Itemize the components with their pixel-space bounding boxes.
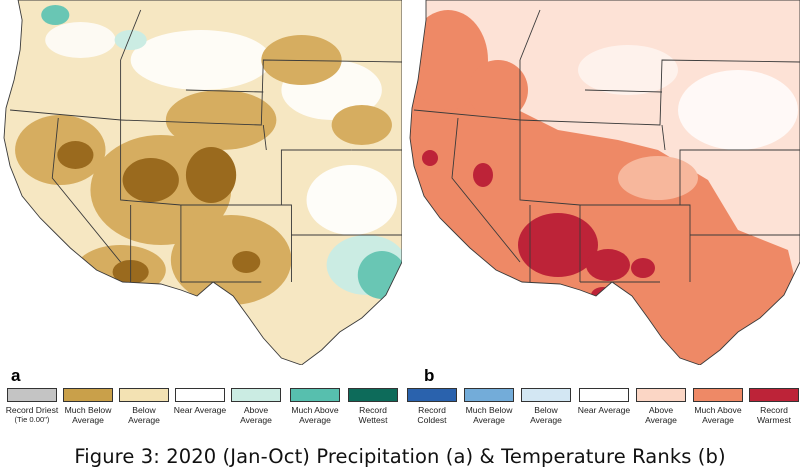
temp-much-above-area: [410, 10, 488, 110]
precip-dark-core: [57, 141, 94, 169]
precip-much-below-patch: [261, 35, 342, 85]
legend-swatch: [348, 388, 398, 402]
temp-near-average-patch: [578, 45, 678, 95]
legend-swatch: [464, 388, 514, 402]
legend-swatch: [579, 388, 629, 402]
precip-dark-core: [122, 158, 179, 202]
legend-item-temperature: Much Below Average: [462, 388, 516, 425]
precip-much-below-patch: [170, 215, 292, 305]
panel-label-b: b: [424, 366, 435, 385]
temp-much-above-area: [468, 60, 528, 120]
legend-label: Record Warmest: [756, 405, 792, 425]
temp-record-warm-area: [422, 150, 438, 166]
legend-item-temperature: Much Above Average: [691, 388, 745, 425]
precip-much-below-patch: [331, 105, 392, 145]
legend-label: Near Average: [173, 405, 227, 415]
legend-label: Record Driest: [5, 405, 59, 415]
legend-swatch: [693, 388, 743, 402]
precip-near-average-patch: [130, 30, 272, 90]
state-borders: [409, 0, 800, 365]
legend-label: Much Below Average: [64, 405, 112, 425]
legend-swatch: [63, 388, 113, 402]
legend-item-precipitation: Above Average: [229, 388, 283, 425]
temp-record-warm-area: [631, 258, 655, 278]
precipitation-rank-map: [0, 0, 402, 365]
legend-item-precipitation: Record Driest (Tie 0.00"): [5, 388, 59, 425]
precipitation-map-svg: [3, 0, 402, 365]
legend-label: Above Average: [240, 405, 272, 425]
legend-label: Record Coldest: [417, 405, 447, 425]
panel-label-a: a: [11, 366, 21, 385]
legend-item-precipitation: Record Wettest: [346, 388, 400, 425]
legend-swatch: [407, 388, 457, 402]
legend-label: Much Below Average: [465, 405, 513, 425]
legend-swatch: [119, 388, 169, 402]
temperature-map-svg: [409, 0, 800, 365]
legend-swatch: [7, 388, 57, 402]
legend-item-temperature: Record Warmest: [747, 388, 800, 425]
precip-near-average-patch: [45, 22, 116, 58]
legend-label: Below Average: [530, 405, 562, 425]
legend-swatch: [521, 388, 571, 402]
legend-item-precipitation: Much Below Average: [61, 388, 115, 425]
legend-swatch: [636, 388, 686, 402]
legend-label: Much Above Average: [291, 405, 339, 425]
legend-sublabel: (Tie 0.00"): [14, 415, 50, 424]
legend-label: Near Average: [577, 405, 631, 415]
precip-much-below-patch: [165, 90, 277, 150]
legend-label: Below Average: [128, 405, 160, 425]
precip-above-average-patch: [114, 30, 147, 50]
precip-dark-core: [232, 251, 261, 273]
figure-caption: Figure 3: 2020 (Jan-Oct) Precipitation (…: [74, 445, 726, 468]
legend-swatch: [290, 388, 340, 402]
precip-near-average-patch: [306, 165, 397, 235]
legend-item-precipitation: Below Average: [117, 388, 171, 425]
legend: Record Driest (Tie 0.00") Much Below Avera…: [0, 388, 800, 446]
precip-dark-core: [185, 147, 237, 203]
legend-item-temperature: Below Average: [519, 388, 573, 425]
legend-item-precipitation: Much Above Average: [288, 388, 342, 425]
temp-record-warm-area: [586, 249, 630, 281]
legend-swatch: [175, 388, 225, 402]
precip-much-above-patch: [41, 5, 70, 25]
legend-label: Much Above Average: [694, 405, 742, 425]
legend-item-precipitation: Near Average: [173, 388, 227, 415]
temp-near-average-patch: [678, 70, 798, 150]
legend-label: Above Average: [645, 405, 677, 425]
state-borders: [3, 0, 402, 365]
temperature-rank-map: [408, 0, 800, 365]
temp-record-warm-area: [473, 163, 493, 187]
legend-swatch: [231, 388, 281, 402]
legend-item-temperature: Record Coldest: [405, 388, 459, 425]
temp-record-warm-area: [518, 213, 598, 277]
legend-label: Record Wettest: [358, 405, 388, 425]
temp-above-patch: [618, 156, 698, 200]
legend-swatch: [749, 388, 799, 402]
legend-item-temperature: Above Average: [634, 388, 688, 425]
legend-item-temperature: Near Average: [577, 388, 631, 415]
